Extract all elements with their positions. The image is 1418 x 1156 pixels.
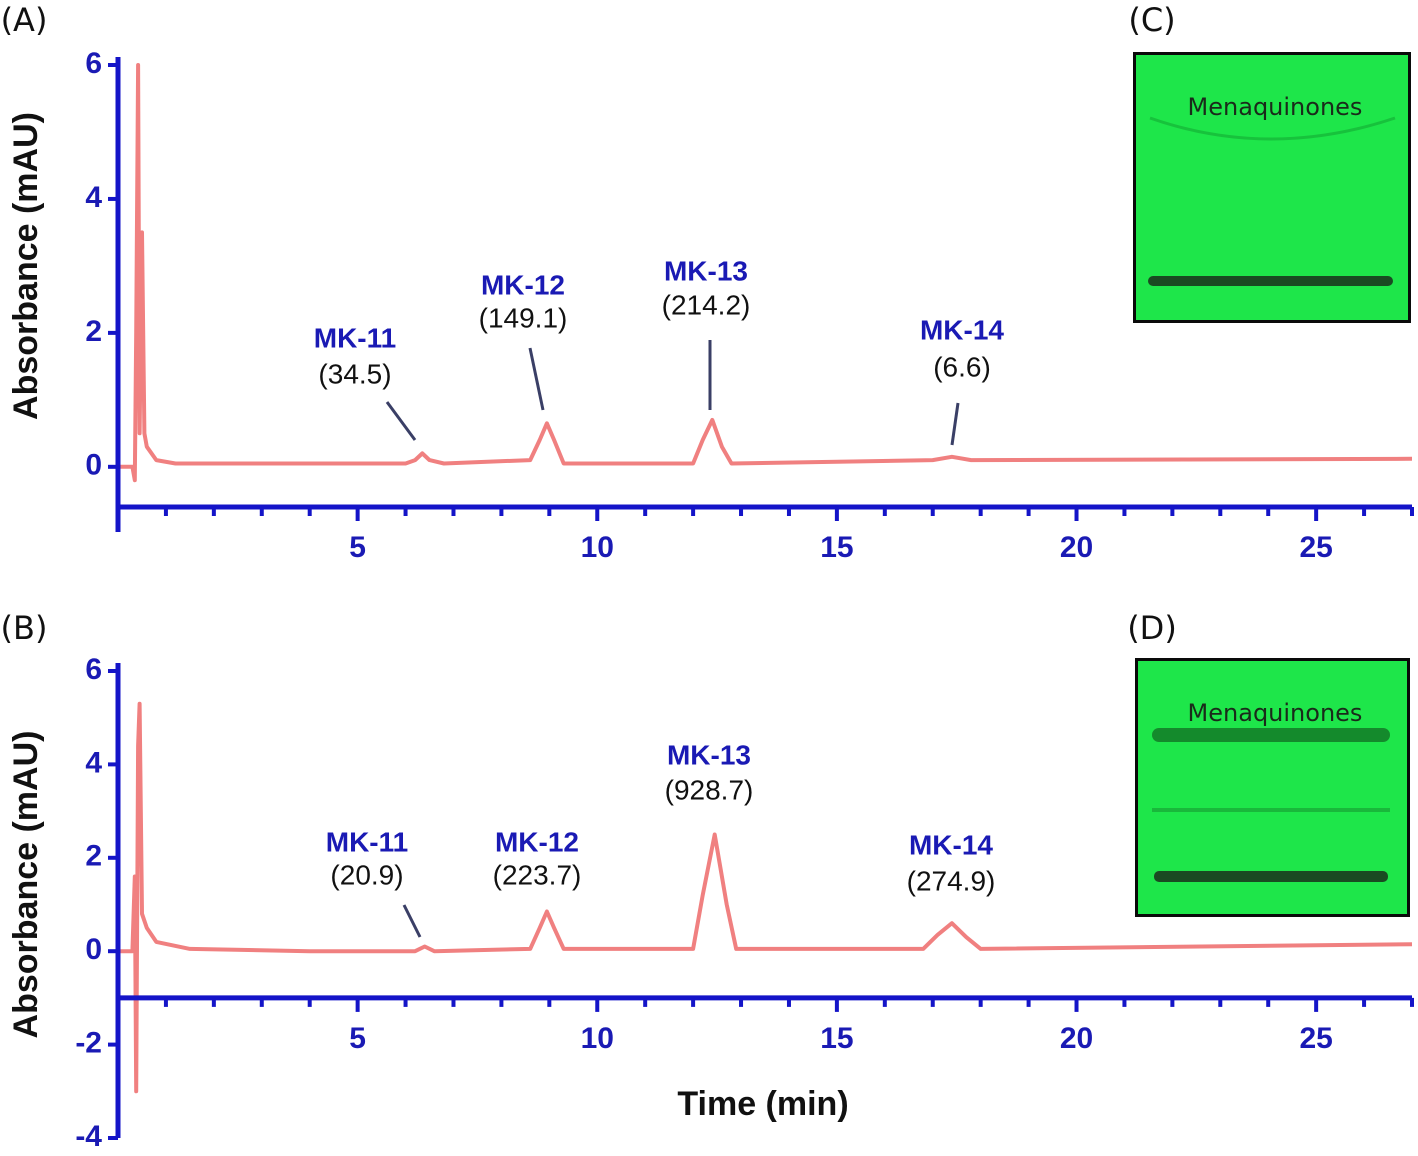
peak-name: MK-11: [314, 322, 396, 353]
y-tick-label: 0: [85, 933, 102, 966]
leader-line: [385, 401, 417, 441]
leader-line: [950, 402, 960, 446]
peak-area: (149.1): [479, 302, 568, 333]
y-tick-label: -4: [75, 1120, 102, 1153]
peak-area: (223.7): [493, 859, 582, 890]
y-tick-label: -2: [75, 1027, 102, 1060]
x-tick-label: 25: [1299, 1022, 1332, 1055]
y-tick-label: 4: [85, 181, 102, 214]
x-tick-label: 20: [1060, 1022, 1093, 1055]
panel-label: (D): [1127, 609, 1177, 647]
y-axis-title: Absorbance (mAU): [7, 731, 45, 1039]
peak-area: (6.6): [933, 351, 991, 382]
leader-line: [528, 347, 545, 411]
tlc-caption: Menaquinones: [1188, 699, 1363, 727]
tlc-band: [1149, 116, 1396, 141]
tlc-band: [1148, 276, 1393, 286]
y-tick-label: 6: [85, 47, 102, 80]
x-tick-label: 5: [349, 531, 366, 564]
tlc-band: [1154, 871, 1388, 882]
peak-area: (34.5): [318, 358, 391, 389]
peak-area: (928.7): [665, 774, 754, 805]
x-tick-label: 10: [581, 531, 614, 564]
panel-label: (B): [1, 609, 48, 647]
peak-area: (20.9): [330, 859, 403, 890]
x-tick-label: 20: [1060, 531, 1093, 564]
y-tick-label: 0: [85, 449, 102, 482]
peak-name: MK-13: [664, 255, 748, 286]
peak-area: (274.9): [907, 865, 996, 896]
y-tick-label: 4: [85, 746, 102, 779]
peak-name: MK-14: [909, 829, 993, 860]
x-tick-label: 5: [349, 1022, 366, 1055]
trace: [118, 701, 1413, 1094]
y-tick-label: 2: [85, 840, 102, 873]
tlc-caption: Menaquinones: [1188, 93, 1363, 121]
y-tick-label: 2: [85, 315, 102, 348]
peak-name: MK-12: [495, 826, 579, 857]
panel-label: (A): [1, 1, 48, 39]
peak-name: MK-12: [481, 269, 565, 300]
x-tick-label: 10: [581, 1022, 614, 1055]
peak-area: (214.2): [662, 289, 751, 320]
x-tick-label: 15: [820, 1022, 853, 1055]
x-axis-title: Time (min): [677, 1085, 848, 1123]
tlc-plate: [1136, 55, 1408, 320]
peak-name: MK-14: [920, 314, 1004, 345]
y-axis-title: Absorbance (mAU): [7, 112, 45, 420]
peak-name: MK-11: [326, 826, 408, 857]
peak-name: MK-13: [667, 739, 751, 770]
tlc-band: [1152, 728, 1390, 742]
trace: [118, 63, 1413, 483]
leader-line: [402, 904, 422, 938]
panel-label: (C): [1128, 1, 1175, 39]
x-tick-label: 25: [1299, 531, 1332, 564]
tlc-band: [1152, 808, 1390, 812]
y-tick-label: 6: [85, 653, 102, 686]
x-tick-label: 15: [820, 531, 853, 564]
